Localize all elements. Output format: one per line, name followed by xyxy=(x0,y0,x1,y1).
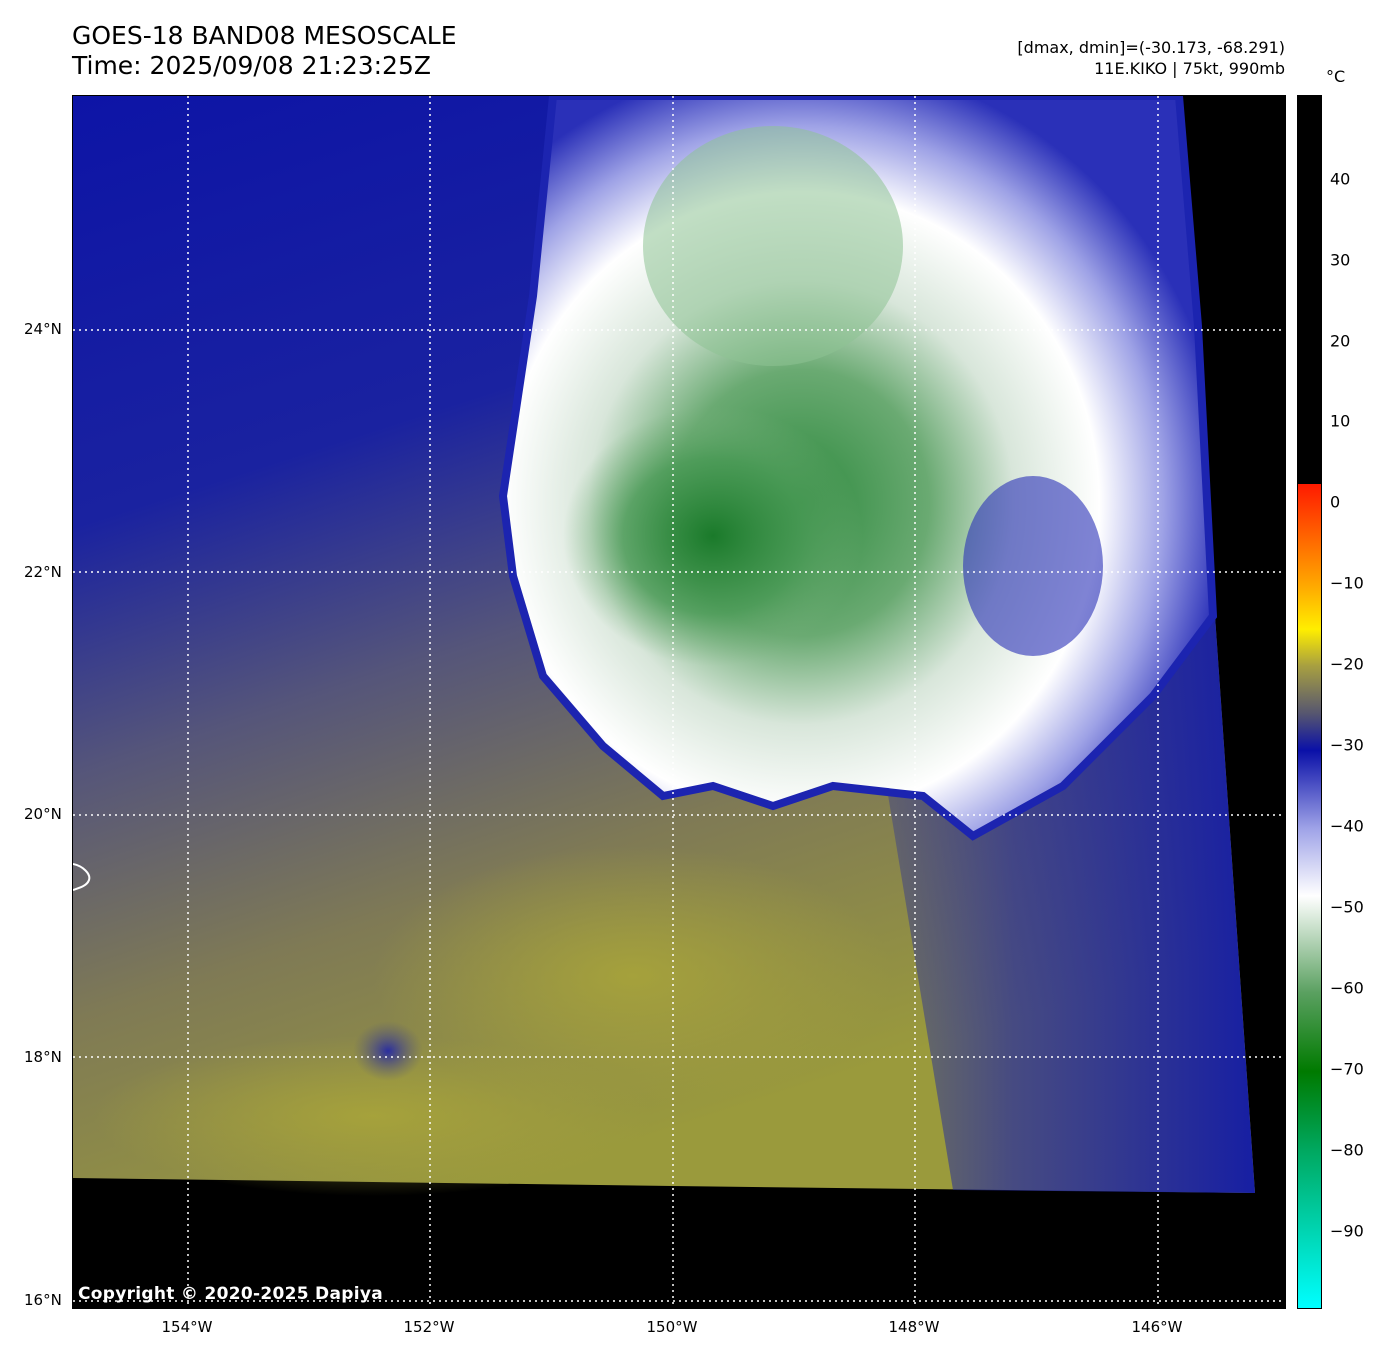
colorbar-tick: 0 xyxy=(1330,492,1341,512)
colorbar-tick: −50 xyxy=(1330,897,1364,917)
lat-label-22n: 22°N xyxy=(24,563,62,581)
colorbar-tick: 20 xyxy=(1330,331,1351,351)
colorbar-tick: −10 xyxy=(1330,573,1364,593)
colorbar-tick: 40 xyxy=(1330,169,1351,189)
colorbar-tick: 10 xyxy=(1330,411,1351,431)
map-title: GOES-18 BAND08 MESOSCALE xyxy=(72,21,457,50)
colorbar-tick: −70 xyxy=(1330,1059,1364,1079)
colorbar-tick: −90 xyxy=(1330,1221,1364,1241)
colorbar-tick: −60 xyxy=(1330,978,1364,998)
lon-label-152w: 152°W xyxy=(403,1318,455,1336)
colorbar-tick: −80 xyxy=(1330,1140,1364,1160)
lon-label-148w: 148°W xyxy=(888,1318,940,1336)
range-info: [dmax, dmin]=(-30.173, -68.291) xyxy=(1017,38,1285,57)
lat-label-20n: 20°N xyxy=(24,805,62,823)
lat-label-24n: 24°N xyxy=(24,320,62,338)
copyright-text: Copyright © 2020-2025 Dapiya xyxy=(78,1284,383,1304)
lon-label-150w: 150°W xyxy=(646,1318,698,1336)
lat-label-16n: 16°N xyxy=(24,1291,62,1309)
satellite-image xyxy=(72,95,1286,1309)
colorbar-tick: −30 xyxy=(1330,735,1364,755)
colorbar-tick: 30 xyxy=(1330,250,1351,270)
lon-label-146w: 146°W xyxy=(1131,1318,1183,1336)
map-time: Time: 2025/09/08 21:23:25Z xyxy=(72,51,431,80)
colorbar-unit: °C xyxy=(1326,67,1346,86)
lon-label-154w: 154°W xyxy=(161,1318,213,1336)
storm-info: 11E.KIKO | 75kt, 990mb xyxy=(1094,59,1285,78)
colorbar-tick: −40 xyxy=(1330,816,1364,836)
colorbar-tick: −20 xyxy=(1330,654,1364,674)
colorbar xyxy=(1297,95,1322,1309)
satellite-imagery-svg xyxy=(73,96,1285,1308)
lat-label-18n: 18°N xyxy=(24,1048,62,1066)
